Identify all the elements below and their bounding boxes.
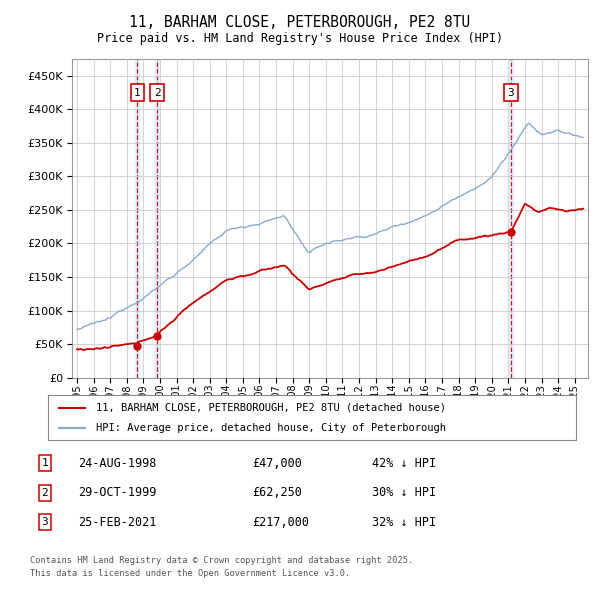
Bar <box>509 59 513 378</box>
Text: 2: 2 <box>41 488 49 497</box>
Text: £47,000: £47,000 <box>252 457 302 470</box>
Text: 24-AUG-1998: 24-AUG-1998 <box>78 457 157 470</box>
Text: 11, BARHAM CLOSE, PETERBOROUGH, PE2 8TU: 11, BARHAM CLOSE, PETERBOROUGH, PE2 8TU <box>130 15 470 30</box>
Text: 42% ↓ HPI: 42% ↓ HPI <box>372 457 436 470</box>
Bar <box>135 59 139 378</box>
Text: 3: 3 <box>41 517 49 527</box>
Text: 1: 1 <box>134 87 141 97</box>
Text: Price paid vs. HM Land Registry's House Price Index (HPI): Price paid vs. HM Land Registry's House … <box>97 32 503 45</box>
Text: 29-OCT-1999: 29-OCT-1999 <box>78 486 157 499</box>
Text: This data is licensed under the Open Government Licence v3.0.: This data is licensed under the Open Gov… <box>30 569 350 578</box>
Text: HPI: Average price, detached house, City of Peterborough: HPI: Average price, detached house, City… <box>95 424 446 434</box>
Text: 11, BARHAM CLOSE, PETERBOROUGH, PE2 8TU (detached house): 11, BARHAM CLOSE, PETERBOROUGH, PE2 8TU … <box>95 403 446 412</box>
Text: 1: 1 <box>41 458 49 468</box>
Text: £217,000: £217,000 <box>252 516 309 529</box>
Bar <box>155 59 159 378</box>
Text: £62,250: £62,250 <box>252 486 302 499</box>
Text: Contains HM Land Registry data © Crown copyright and database right 2025.: Contains HM Land Registry data © Crown c… <box>30 556 413 565</box>
Text: 2: 2 <box>154 87 160 97</box>
Text: 25-FEB-2021: 25-FEB-2021 <box>78 516 157 529</box>
Text: 30% ↓ HPI: 30% ↓ HPI <box>372 486 436 499</box>
Text: 3: 3 <box>508 87 514 97</box>
Text: 32% ↓ HPI: 32% ↓ HPI <box>372 516 436 529</box>
